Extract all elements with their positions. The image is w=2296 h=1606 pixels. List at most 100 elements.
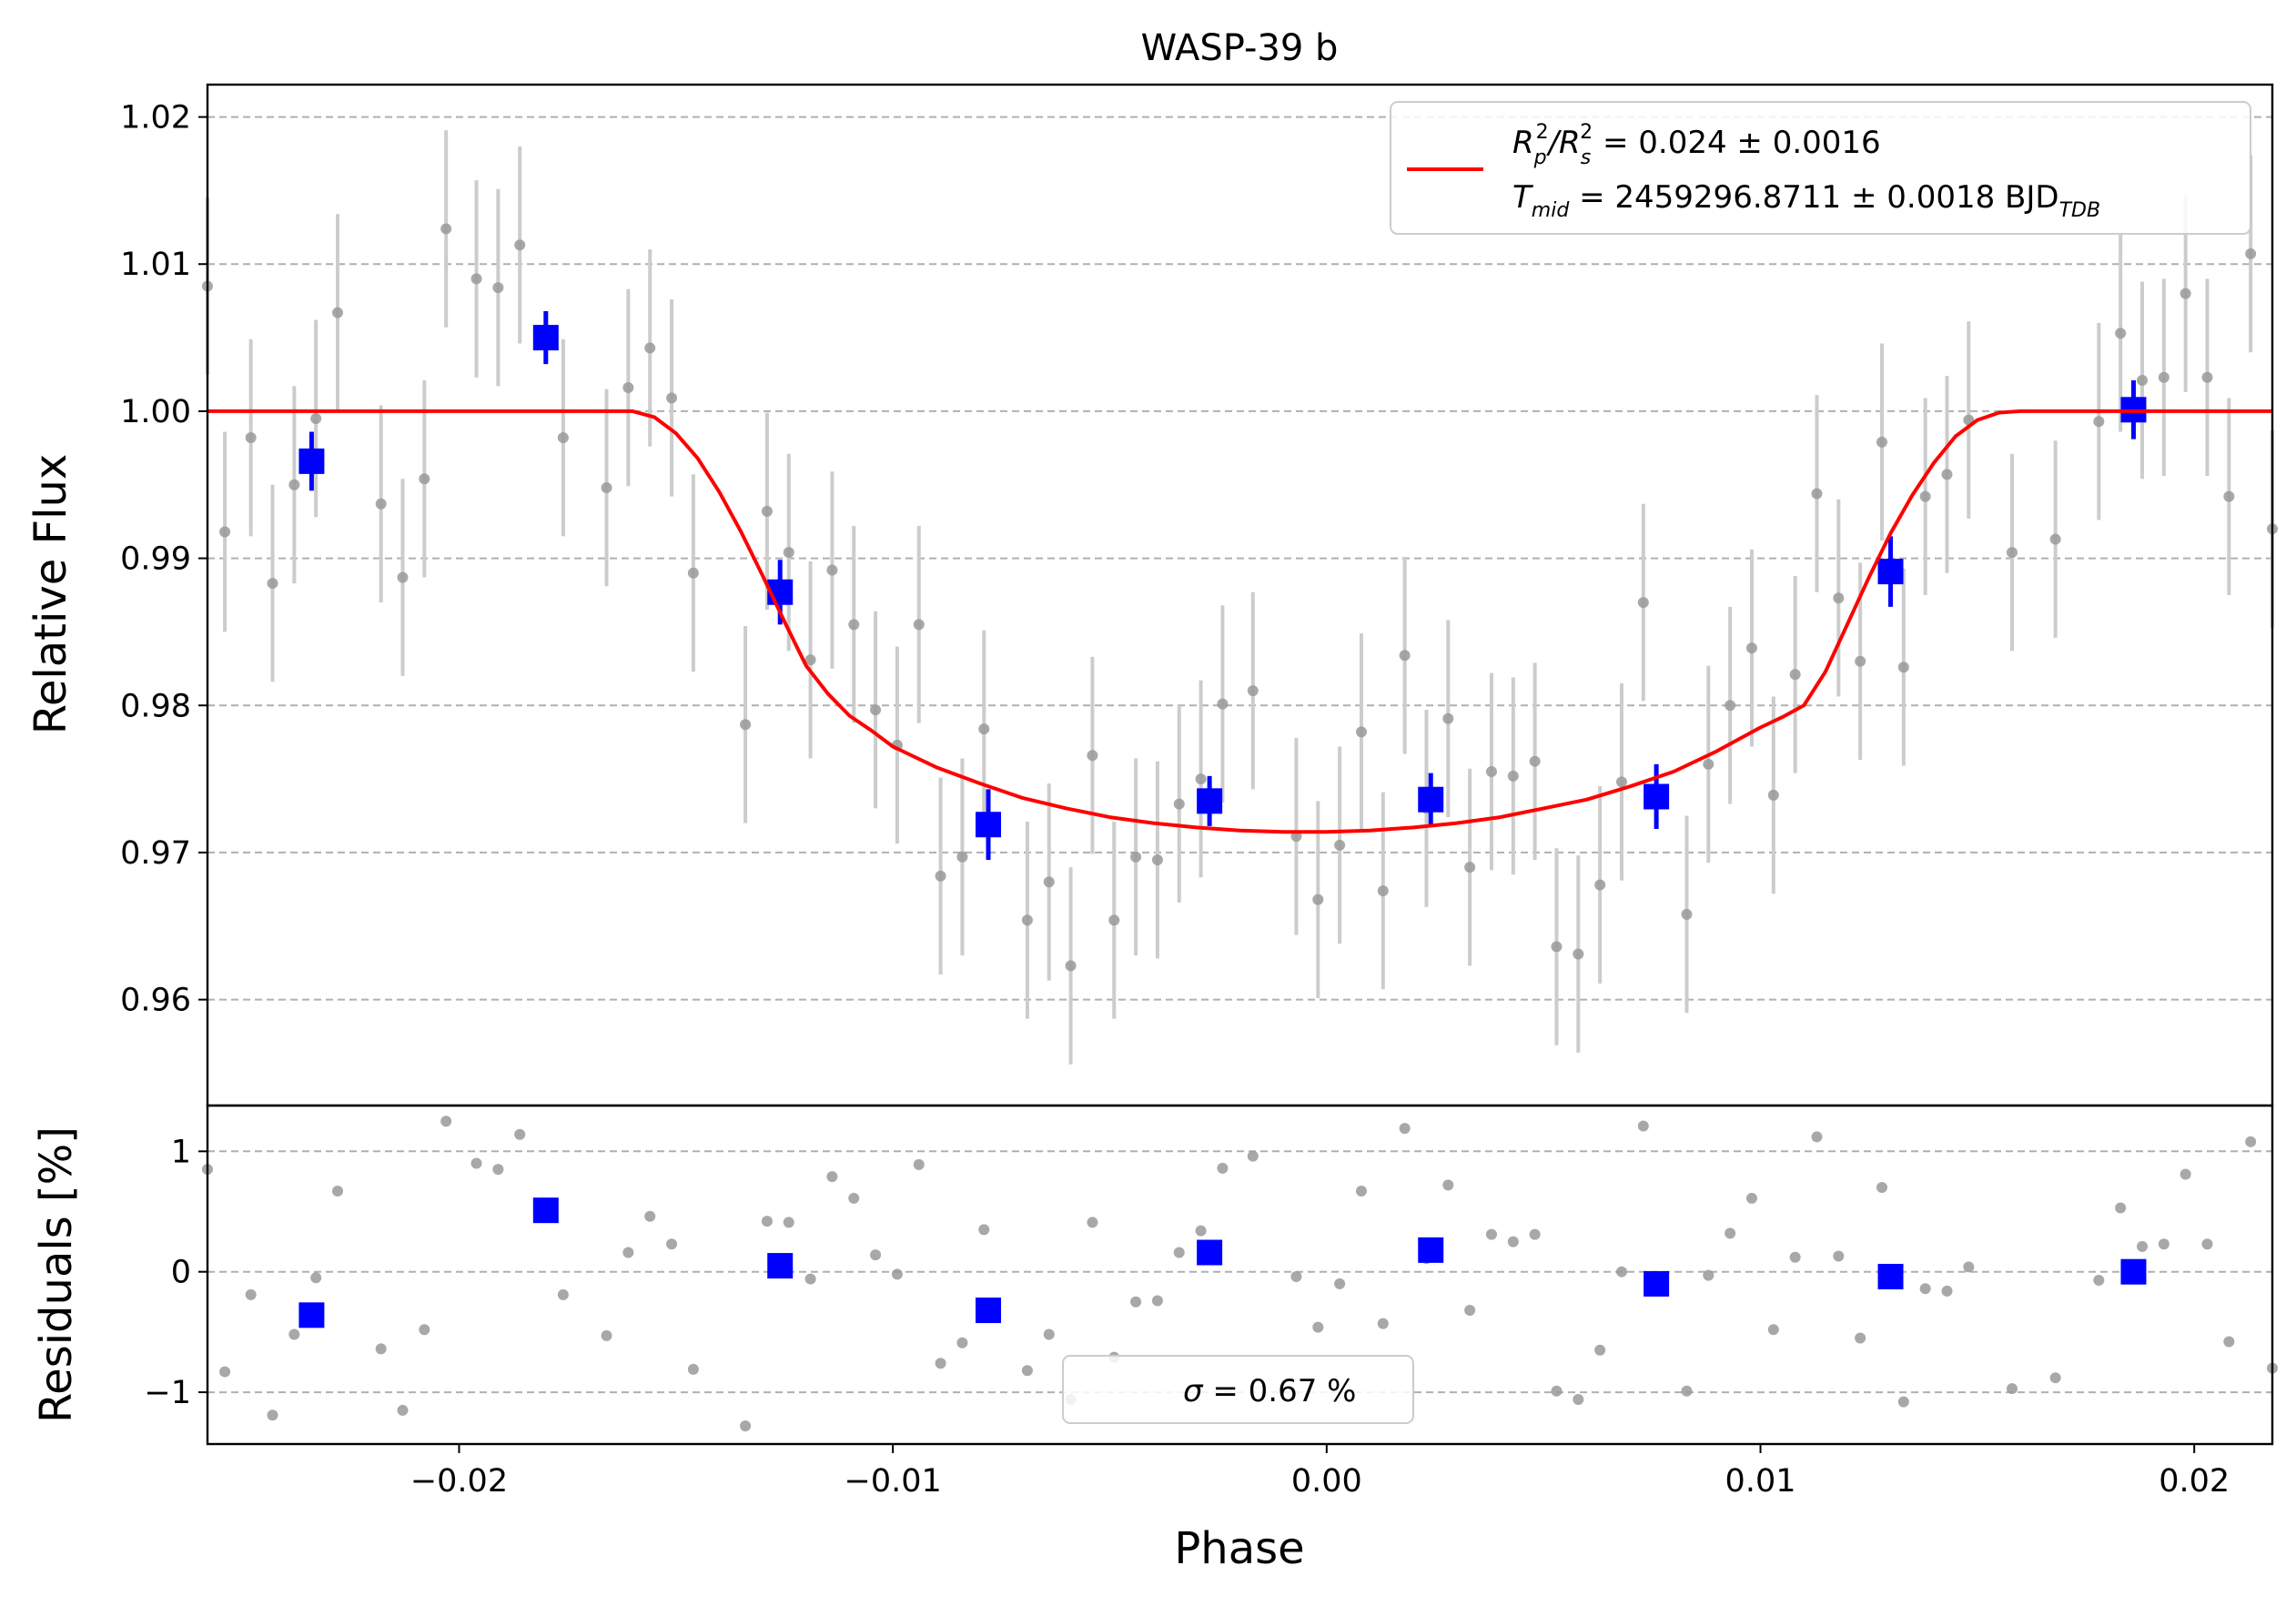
raw-point bbox=[1043, 876, 1055, 888]
residual-raw-point bbox=[1485, 1228, 1497, 1240]
raw-point bbox=[2180, 288, 2191, 299]
residuals-y-tick-label: −1 bbox=[144, 1375, 191, 1411]
residual-raw-point bbox=[514, 1128, 526, 1140]
chart-title: WASP-39 b bbox=[1141, 27, 1339, 69]
residual-binned-point bbox=[767, 1253, 794, 1279]
residual-raw-point bbox=[1897, 1396, 1909, 1408]
raw-point bbox=[783, 547, 794, 559]
residual-raw-point bbox=[761, 1216, 773, 1227]
raw-point bbox=[1703, 758, 1714, 770]
flux-y-tick-label: 1.00 bbox=[120, 394, 191, 430]
residuals-y-tick-label: 1 bbox=[171, 1134, 191, 1170]
raw-point bbox=[557, 432, 569, 444]
residual-raw-point bbox=[1615, 1266, 1627, 1278]
raw-point bbox=[913, 619, 925, 631]
residual-raw-point bbox=[870, 1249, 882, 1261]
raw-point bbox=[1334, 839, 1346, 851]
residual-raw-point bbox=[1919, 1283, 1931, 1295]
residual-binned-point bbox=[2120, 1258, 2147, 1285]
x-tick-label: 0.02 bbox=[2159, 1463, 2230, 1500]
residual-raw-point bbox=[1312, 1321, 1324, 1333]
residual-raw-point bbox=[1637, 1120, 1649, 1132]
legend-depth-slash: /R bbox=[1546, 125, 1581, 161]
residual-raw-point bbox=[666, 1238, 678, 1250]
residual-raw-point bbox=[622, 1247, 634, 1258]
flux-model-curve bbox=[207, 409, 2272, 834]
raw-point bbox=[1355, 726, 1367, 738]
raw-point bbox=[1217, 698, 1229, 710]
residual-raw-point bbox=[2115, 1202, 2127, 1214]
residual-raw-point bbox=[470, 1157, 482, 1169]
residual-raw-point bbox=[1087, 1217, 1098, 1228]
raw-point bbox=[1399, 650, 1411, 662]
residual-binned-point bbox=[1197, 1239, 1223, 1266]
residual-binned-point bbox=[976, 1298, 1002, 1324]
x-axis-title: Phase bbox=[1174, 1523, 1304, 1574]
residual-raw-point bbox=[644, 1210, 656, 1222]
residual-raw-point bbox=[804, 1273, 816, 1285]
residual-raw-point bbox=[1399, 1123, 1411, 1135]
residual-raw-point bbox=[1464, 1305, 1476, 1317]
residual-binned-point bbox=[532, 1197, 559, 1224]
raw-point bbox=[1811, 488, 1823, 500]
residual-raw-point bbox=[1195, 1225, 1207, 1237]
flux-y-tick-label: 1.01 bbox=[120, 247, 191, 283]
residual-raw-point bbox=[891, 1268, 903, 1280]
binned-point bbox=[1418, 786, 1444, 813]
residual-raw-point bbox=[1247, 1150, 1259, 1162]
legend-tmid-label: Tmid = 2459296.8711 ± 0.0018 BJDTDB bbox=[1512, 179, 2100, 222]
residual-raw-point bbox=[913, 1158, 925, 1170]
residual-raw-point bbox=[848, 1192, 860, 1204]
flux-raw-points bbox=[202, 130, 2278, 1065]
residual-raw-point bbox=[1594, 1344, 1606, 1356]
residual-raw-point bbox=[1703, 1269, 1714, 1281]
flux-y-tick-label: 1.02 bbox=[120, 100, 191, 136]
residual-raw-point bbox=[2136, 1240, 2148, 1252]
residual-raw-point bbox=[783, 1217, 794, 1228]
raw-point bbox=[310, 412, 322, 424]
raw-point bbox=[2093, 416, 2105, 428]
raw-point bbox=[1573, 948, 1584, 960]
residual-raw-point bbox=[2093, 1274, 2105, 1286]
residual-raw-point bbox=[1681, 1385, 1693, 1397]
raw-point bbox=[1637, 597, 1649, 609]
raw-point bbox=[440, 223, 452, 235]
raw-point bbox=[1312, 894, 1324, 905]
flux-binned-points bbox=[298, 310, 2147, 861]
residual-raw-point bbox=[1334, 1278, 1346, 1289]
raw-point bbox=[1876, 436, 1887, 448]
legend-box bbox=[1390, 101, 2251, 235]
residual-raw-point bbox=[1043, 1328, 1055, 1340]
legend-tmid-t: T bbox=[1512, 179, 1533, 216]
residuals-y-tick-label: 0 bbox=[171, 1255, 191, 1291]
residuals-panel: −1 0 1 Residuals [%] σ = 0.67 % bbox=[31, 1104, 2278, 1446]
legend-depth-r: R bbox=[1512, 125, 1534, 161]
residual-raw-point bbox=[1529, 1228, 1541, 1240]
raw-point bbox=[1551, 941, 1563, 953]
residual-raw-point bbox=[2006, 1383, 2018, 1395]
raw-point bbox=[1615, 776, 1627, 788]
residual-raw-point bbox=[956, 1337, 968, 1348]
raw-point bbox=[870, 704, 882, 716]
raw-point bbox=[1130, 851, 1142, 863]
x-tick-label: −0.02 bbox=[410, 1463, 508, 1500]
x-tick-label: 0.01 bbox=[1725, 1463, 1796, 1500]
binned-point bbox=[1197, 788, 1223, 814]
residual-raw-point bbox=[740, 1420, 752, 1432]
residual-raw-point bbox=[1507, 1236, 1519, 1247]
x-tick-label: −0.01 bbox=[845, 1463, 942, 1500]
residual-raw-point bbox=[332, 1185, 344, 1197]
residual-raw-point bbox=[2049, 1372, 2061, 1384]
residual-binned-point bbox=[298, 1302, 325, 1328]
residual-raw-point bbox=[419, 1324, 430, 1336]
residual-raw-point bbox=[310, 1272, 322, 1284]
legend-depth-sub-p: p bbox=[1533, 146, 1547, 169]
raw-point bbox=[2049, 533, 2061, 545]
residual-raw-point bbox=[219, 1366, 231, 1378]
raw-point bbox=[219, 526, 231, 538]
raw-point bbox=[1173, 798, 1185, 810]
residual-raw-point bbox=[1377, 1318, 1389, 1329]
raw-point bbox=[687, 567, 699, 579]
binned-point bbox=[1644, 783, 1670, 810]
